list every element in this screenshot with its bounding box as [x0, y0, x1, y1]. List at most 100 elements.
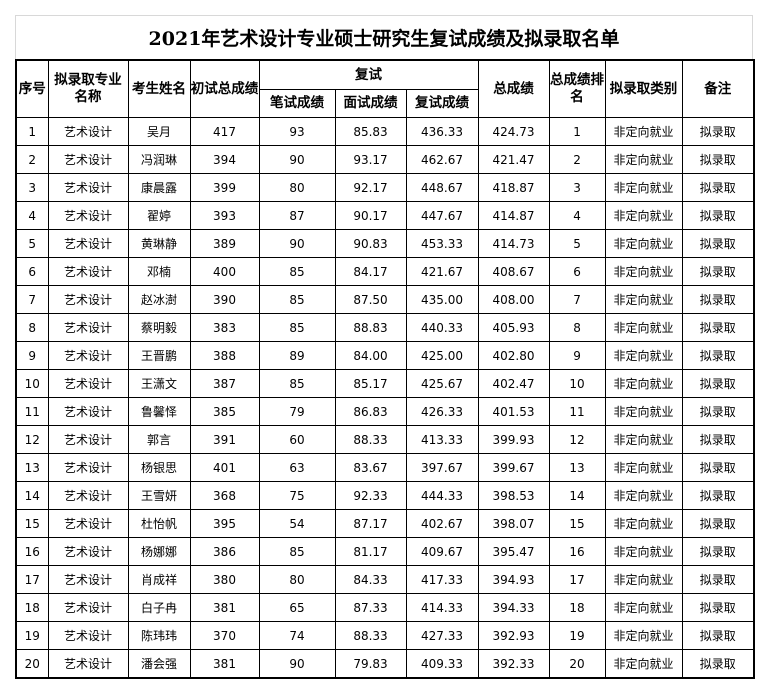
cell-note: 拟录取: [681, 593, 755, 622]
cell-retest-score: 397.67: [405, 453, 479, 482]
table-row: 15 艺术设计 杜怡帆 395 54 87.17 402.67 398.07 15 非定向就业 拟录…: [15, 509, 755, 538]
cell-rank: 8: [548, 313, 606, 342]
cell-type: 非定向就业: [604, 425, 683, 454]
cell-interview: 88.83: [334, 313, 407, 342]
table-row: 20 艺术设计 潘会强 381 90 79.83 409.33 392.33 20 非定向就业 拟录…: [15, 649, 755, 679]
cell-type: 非定向就业: [604, 313, 683, 342]
header-interview: 面试成绩: [334, 89, 407, 118]
cell-seq: 7: [15, 285, 49, 314]
cell-total: 398.53: [477, 481, 550, 510]
cell-seq: 9: [15, 341, 49, 370]
cell-note: 拟录取: [681, 397, 755, 426]
cell-rank: 7: [548, 285, 606, 314]
cell-type: 非定向就业: [604, 537, 683, 566]
cell-seq: 12: [15, 425, 49, 454]
cell-interview: 84.00: [334, 341, 407, 370]
cell-seq: 2: [15, 145, 49, 174]
cell-type: 非定向就业: [604, 341, 683, 370]
cell-prelim: 391: [189, 425, 260, 454]
cell-major: 艺术设计: [47, 621, 129, 650]
cell-note: 拟录取: [681, 649, 755, 679]
cell-written: 54: [258, 509, 336, 538]
cell-rank: 3: [548, 173, 606, 202]
cell-total: 424.73: [477, 117, 550, 146]
cell-name: 蔡明毅: [127, 313, 191, 342]
table-row: 3 艺术设计 康晨露 399 80 92.17 448.67 418.87 3 非定向就业 拟录取: [15, 173, 755, 202]
cell-retest-score: 409.33: [405, 649, 479, 679]
header-retest-score: 复试成绩: [405, 89, 479, 118]
cell-name: 郭言: [127, 425, 191, 454]
cell-note: 拟录取: [681, 369, 755, 398]
cell-name: 吴月: [127, 117, 191, 146]
cell-note: 拟录取: [681, 453, 755, 482]
cell-written: 85: [258, 313, 336, 342]
cell-total: 394.33: [477, 593, 550, 622]
cell-prelim: 399: [189, 173, 260, 202]
cell-interview: 79.83: [334, 649, 407, 679]
cell-retest-score: 444.33: [405, 481, 479, 510]
cell-retest-score: 417.33: [405, 565, 479, 594]
cell-type: 非定向就业: [604, 229, 683, 258]
cell-written: 80: [258, 565, 336, 594]
cell-major: 艺术设计: [47, 341, 129, 370]
header-total: 总成绩: [477, 59, 550, 118]
header-type: 拟录取类别: [604, 59, 683, 118]
cell-interview: 86.83: [334, 397, 407, 426]
cell-total: 405.93: [477, 313, 550, 342]
cell-prelim: 417: [189, 117, 260, 146]
cell-interview: 92.33: [334, 481, 407, 510]
cell-prelim: 390: [189, 285, 260, 314]
cell-major: 艺术设计: [47, 453, 129, 482]
cell-retest-score: 462.67: [405, 145, 479, 174]
cell-written: 90: [258, 145, 336, 174]
cell-note: 拟录取: [681, 173, 755, 202]
cell-seq: 1: [15, 117, 49, 146]
cell-retest-score: 426.33: [405, 397, 479, 426]
cell-prelim: 388: [189, 341, 260, 370]
cell-note: 拟录取: [681, 341, 755, 370]
cell-rank: 20: [548, 649, 606, 679]
cell-total: 399.93: [477, 425, 550, 454]
document: 2021年艺术设计专业硕士研究生复试成绩及拟录取名单 序号 拟录取专业名称 考生…: [15, 15, 756, 679]
cell-prelim: 387: [189, 369, 260, 398]
cell-interview: 88.33: [334, 425, 407, 454]
cell-total: 401.53: [477, 397, 550, 426]
cell-prelim: 389: [189, 229, 260, 258]
cell-type: 非定向就业: [604, 117, 683, 146]
cell-rank: 12: [548, 425, 606, 454]
cell-major: 艺术设计: [47, 593, 129, 622]
cell-rank: 17: [548, 565, 606, 594]
cell-prelim: 386: [189, 537, 260, 566]
cell-note: 拟录取: [681, 201, 755, 230]
cell-written: 63: [258, 453, 336, 482]
results-table: 序号 拟录取专业名称 考生姓名 初试总成绩 复试 总成绩 总成绩排名 拟录取类别…: [15, 59, 756, 679]
cell-major: 艺术设计: [47, 257, 129, 286]
table-row: 19 艺术设计 陈玮玮 370 74 88.33 427.33 392.93 19 非定向就业 拟录…: [15, 621, 755, 650]
table-row: 9 艺术设计 王晋鹏 388 89 84.00 425.00 402.80 9 非定向就业 拟录取: [15, 341, 755, 370]
cell-prelim: 395: [189, 509, 260, 538]
cell-written: 89: [258, 341, 336, 370]
cell-rank: 11: [548, 397, 606, 426]
cell-major: 艺术设计: [47, 201, 129, 230]
cell-retest-score: 425.67: [405, 369, 479, 398]
cell-note: 拟录取: [681, 565, 755, 594]
header-retest: 复试: [258, 59, 479, 90]
cell-interview: 83.67: [334, 453, 407, 482]
cell-major: 艺术设计: [47, 145, 129, 174]
cell-total: 418.87: [477, 173, 550, 202]
cell-seq: 17: [15, 565, 49, 594]
cell-name: 赵冰澍: [127, 285, 191, 314]
cell-total: 421.47: [477, 145, 550, 174]
header-name: 考生姓名: [127, 59, 191, 118]
cell-seq: 13: [15, 453, 49, 482]
cell-retest-score: 448.67: [405, 173, 479, 202]
cell-interview: 81.17: [334, 537, 407, 566]
cell-name: 王晋鹏: [127, 341, 191, 370]
cell-note: 拟录取: [681, 621, 755, 650]
cell-prelim: 394: [189, 145, 260, 174]
cell-type: 非定向就业: [604, 593, 683, 622]
cell-written: 85: [258, 285, 336, 314]
cell-type: 非定向就业: [604, 285, 683, 314]
table-row: 7 艺术设计 赵冰澍 390 85 87.50 435.00 408.00 7 非定向就业 拟录取: [15, 285, 755, 314]
cell-note: 拟录取: [681, 145, 755, 174]
